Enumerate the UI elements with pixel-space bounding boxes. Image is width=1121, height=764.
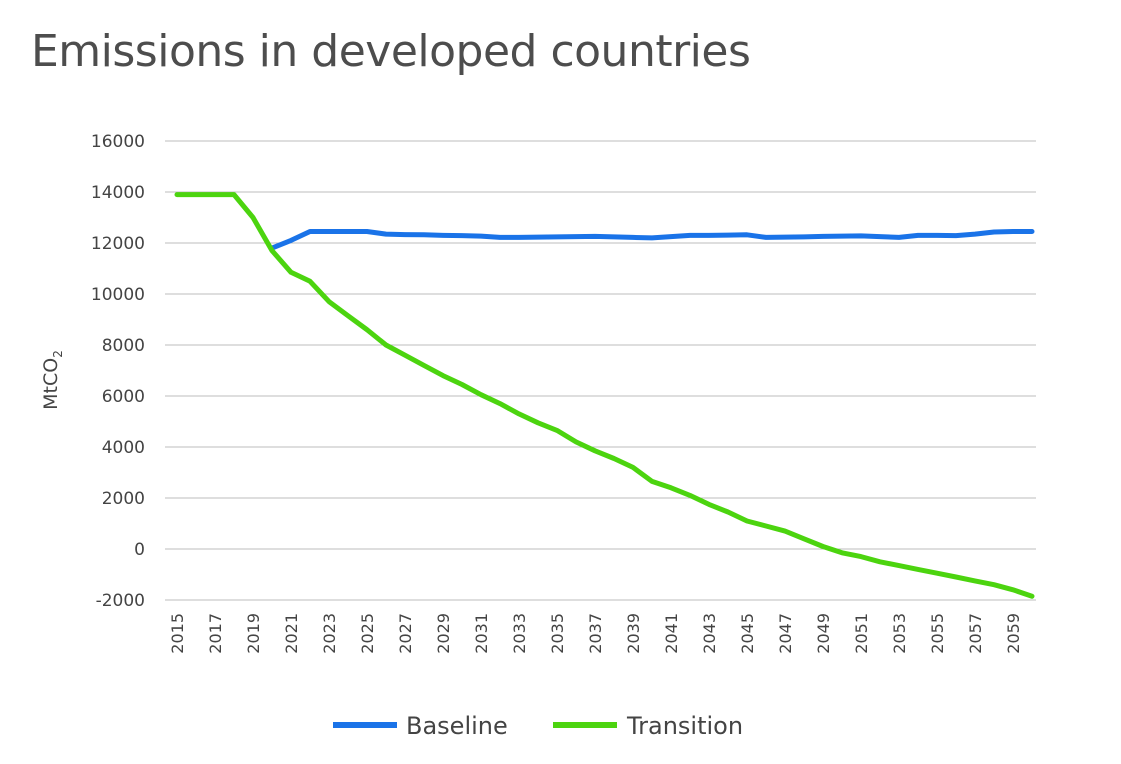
series-lines	[174, 192, 1035, 599]
x-tick-label: 2039	[624, 613, 643, 654]
x-tick-label: 2047	[776, 613, 795, 654]
x-tick-label: 2031	[472, 613, 491, 654]
y-tick-label: 8000	[102, 336, 145, 356]
x-tick-label: 2033	[510, 613, 529, 654]
y-tick-label: 10000	[91, 285, 145, 305]
x-tick-label: 2055	[928, 613, 947, 654]
grid-lines	[165, 140, 1036, 601]
x-tick-label: 2027	[396, 613, 415, 654]
y-tick-label: 2000	[102, 489, 145, 509]
x-tick-label: 2057	[966, 613, 985, 654]
x-tick-label: 2051	[852, 613, 871, 654]
y-tick-label: -2000	[96, 591, 145, 611]
y-axis-label-subscript: 2	[51, 350, 65, 358]
y-tick-label: 12000	[91, 234, 145, 254]
y-axis-ticks: -2000 0 2000 4000 6000 8000 10000 12000 14000 160…	[91, 132, 145, 611]
series-line-transition	[174, 192, 1035, 599]
x-tick-label: 2037	[586, 613, 605, 654]
x-axis-ticks: 2015 2017 2019 2021 2023 2025 2027 2029 2031 2033…	[168, 613, 1023, 654]
y-axis-label: MtCO2	[40, 350, 65, 410]
x-tick-label: 2043	[700, 613, 719, 654]
legend-label-transition: Transition	[626, 712, 743, 740]
x-tick-label: 2041	[662, 613, 681, 654]
x-tick-label: 2019	[244, 613, 263, 654]
x-tick-label: 2053	[890, 613, 909, 654]
y-tick-label: 16000	[91, 132, 145, 152]
x-tick-label: 2021	[282, 613, 301, 654]
x-tick-label: 2015	[168, 613, 187, 654]
x-tick-label: 2059	[1004, 613, 1023, 654]
y-tick-label: 0	[134, 540, 145, 560]
x-tick-label: 2023	[320, 613, 339, 654]
x-tick-label: 2025	[358, 613, 377, 654]
x-tick-label: 2045	[738, 613, 757, 654]
y-tick-label: 14000	[91, 183, 145, 203]
series-line-baseline	[269, 229, 1035, 251]
x-tick-label: 2049	[814, 613, 833, 654]
y-axis-label-main: MtCO	[40, 358, 62, 410]
x-tick-label: 2017	[206, 613, 225, 654]
legend: Baseline Transition	[333, 712, 743, 740]
x-tick-label: 2035	[548, 613, 567, 654]
x-tick-label: 2029	[434, 613, 453, 654]
legend-label-baseline: Baseline	[406, 712, 508, 740]
chart-title: Emissions in developed countries	[31, 26, 751, 77]
y-tick-label: 4000	[102, 438, 145, 458]
y-tick-label: 6000	[102, 387, 145, 407]
